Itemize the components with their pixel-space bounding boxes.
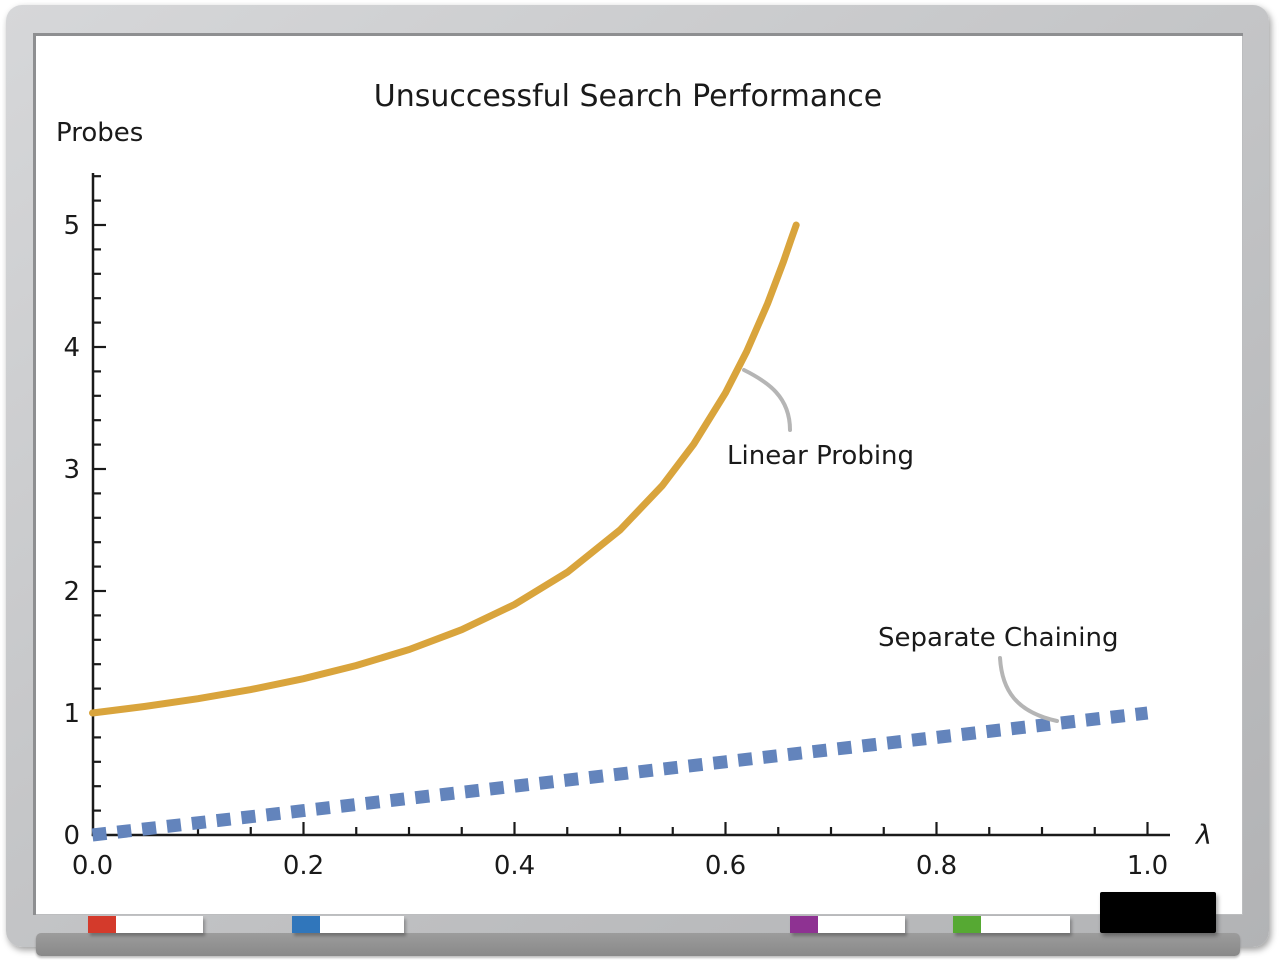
series-curves: [89, 221, 1149, 842]
tick-labels: 0.0 0.2 0.4 0.6 0.8 1.0 0 1 2 3 4 5: [63, 211, 1168, 881]
x-axis-label: λ: [1194, 820, 1212, 851]
y-tick-label: 4: [63, 333, 80, 363]
red-marker: [88, 916, 203, 933]
marker-tray: [36, 933, 1240, 956]
red-marker-tip: [88, 916, 116, 933]
blue-marker-tip: [292, 916, 320, 933]
axes: [91, 173, 1170, 837]
linear-probing-label: Linear Probing: [727, 441, 914, 471]
separate-chaining-curve: [91, 706, 1149, 842]
eraser: [1100, 892, 1216, 933]
x-tick-label: 1.0: [1127, 851, 1168, 881]
linear-probing-leader: [742, 368, 792, 432]
marker-body: [320, 916, 404, 933]
y-tick-label: 3: [63, 455, 80, 485]
whiteboard-surface: [33, 33, 1243, 915]
marker-body: [818, 916, 905, 933]
separate-chaining-leader: [998, 656, 1059, 723]
blue-marker: [292, 916, 404, 933]
y-tick-label: 0: [63, 821, 80, 851]
purple-marker: [790, 916, 905, 933]
marker-body: [116, 916, 203, 933]
purple-marker-tip: [790, 916, 818, 933]
green-marker: [953, 916, 1070, 933]
x-tick-label: 0.0: [72, 851, 113, 881]
x-tick-label: 0.6: [705, 851, 746, 881]
green-marker-tip: [953, 916, 981, 933]
y-tick-label: 2: [63, 577, 80, 607]
linear-probing-curve: [89, 221, 800, 717]
marker-body: [981, 916, 1070, 933]
y-axis-label: Probes: [56, 118, 143, 148]
annotation-leaders: [742, 368, 1059, 723]
y-tick-label: 1: [63, 699, 80, 729]
x-tick-label: 0.8: [916, 851, 957, 881]
x-tick-label: 0.2: [283, 851, 324, 881]
y-tick-label: 5: [63, 211, 80, 241]
separate-chaining-label: Separate Chaining: [878, 623, 1119, 653]
x-tick-label: 0.4: [494, 851, 535, 881]
chart-title: Unsuccessful Search Performance: [374, 79, 882, 114]
